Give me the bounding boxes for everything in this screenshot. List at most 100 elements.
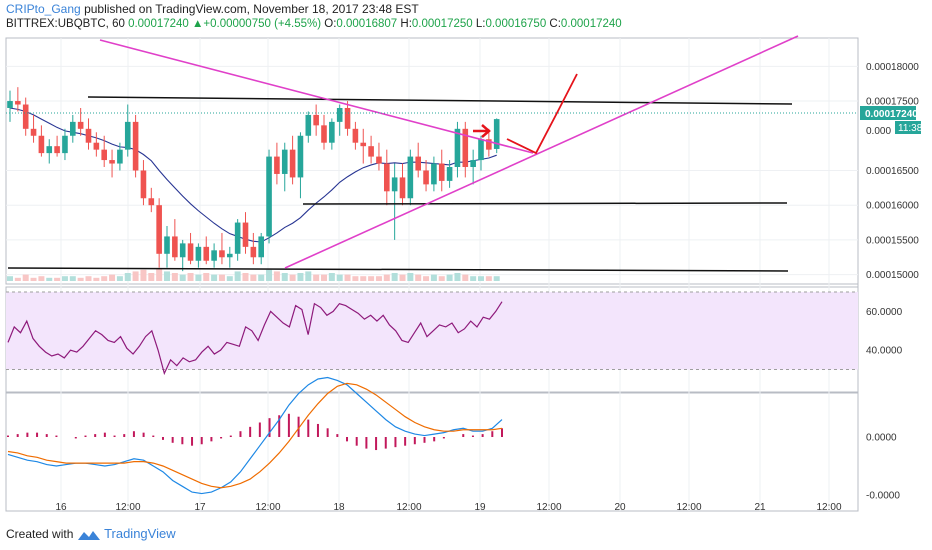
candle[interactable] [22, 104, 29, 129]
candle[interactable] [219, 250, 225, 258]
volume-bar [14, 277, 21, 281]
author-link[interactable]: CRIPto_Gang [6, 2, 81, 16]
volume-bar [462, 274, 469, 281]
price-pane[interactable] [5, 37, 859, 285]
candle[interactable] [384, 163, 390, 192]
volume-bar [140, 269, 147, 281]
tradingview-brand[interactable]: TradingView [104, 526, 176, 541]
candle[interactable] [70, 121, 76, 136]
candle[interactable] [399, 177, 406, 199]
candle[interactable] [140, 170, 147, 199]
candle[interactable] [454, 128, 461, 168]
candle[interactable] [195, 246, 202, 261]
candle[interactable] [211, 250, 217, 261]
candle[interactable] [423, 170, 429, 185]
time-tick-label: 18 [333, 502, 345, 513]
candle[interactable] [344, 107, 351, 129]
rsi-line [7, 301, 503, 376]
candle[interactable] [415, 156, 421, 171]
volume-bar [218, 274, 225, 281]
volume-bar [344, 274, 351, 281]
candle[interactable] [124, 121, 131, 150]
volume-bar [446, 274, 453, 281]
candle[interactable] [148, 198, 155, 206]
candle[interactable] [305, 114, 312, 136]
price-tick-label: 0.00018000 [866, 62, 919, 73]
candle[interactable] [297, 135, 304, 178]
candle[interactable] [227, 253, 233, 258]
candle[interactable] [187, 243, 194, 261]
time-tick-label: 20 [614, 502, 626, 513]
candle[interactable] [85, 128, 92, 143]
volume-bar [156, 268, 163, 281]
candle[interactable] [470, 160, 476, 168]
candle[interactable] [478, 139, 484, 161]
candle[interactable] [203, 246, 210, 261]
candle[interactable] [109, 160, 115, 164]
candles [7, 87, 500, 272]
macd-indicator [7, 376, 503, 495]
candle[interactable] [62, 135, 68, 154]
candle[interactable] [164, 236, 170, 254]
price-tags: 0.00017240 11:38 0.000 [6, 106, 923, 137]
macd-pane[interactable] [5, 392, 859, 512]
volume-bar [38, 276, 45, 281]
candle[interactable] [376, 156, 382, 164]
price-tick-label: 0.00017500 [866, 97, 919, 108]
high-value: 0.00017250 [411, 18, 473, 30]
volume-bar [171, 273, 178, 281]
candle[interactable] [352, 128, 359, 143]
time-tick-label: 12:00 [676, 502, 701, 513]
candle[interactable] [46, 146, 53, 154]
candle[interactable] [486, 139, 492, 150]
candle[interactable] [266, 156, 272, 237]
candle[interactable] [250, 246, 257, 258]
macd-line [7, 376, 503, 495]
candle[interactable] [77, 121, 84, 129]
candle[interactable] [234, 222, 241, 254]
candle[interactable] [242, 222, 249, 247]
candle[interactable] [360, 142, 367, 147]
candle[interactable] [289, 149, 296, 178]
candle[interactable] [446, 167, 453, 181]
candle[interactable] [407, 156, 414, 199]
candle[interactable] [179, 243, 186, 258]
candle[interactable] [274, 156, 280, 174]
candle[interactable] [30, 128, 37, 136]
candle[interactable] [93, 142, 100, 150]
candle[interactable] [101, 149, 107, 161]
candle[interactable] [7, 101, 13, 108]
volume-bar [430, 274, 437, 281]
change-value: +0.00000750 (+4.55%) [203, 18, 322, 30]
candle[interactable] [438, 163, 445, 181]
volume-bar [470, 276, 477, 281]
volume-bar [179, 274, 186, 281]
symbol-label: BITTREX:UBQBTC, 60 [6, 18, 125, 30]
candle[interactable] [336, 107, 343, 122]
candle[interactable] [15, 101, 21, 105]
candle[interactable] [391, 177, 398, 192]
volume-bar [116, 276, 123, 281]
candle[interactable] [493, 119, 500, 149]
candle[interactable] [321, 125, 327, 143]
volume-bar [493, 276, 500, 281]
candle[interactable] [281, 149, 288, 174]
candle[interactable] [329, 121, 335, 143]
candle[interactable] [431, 163, 437, 185]
candle[interactable] [258, 236, 264, 258]
candle[interactable] [54, 146, 60, 154]
time-tick-label: 17 [194, 502, 206, 513]
up-arrow-icon: ▲ [192, 18, 204, 30]
candle[interactable] [172, 236, 178, 258]
candle[interactable] [368, 146, 374, 157]
candle[interactable] [313, 114, 319, 126]
candle[interactable] [132, 121, 139, 171]
candle[interactable] [38, 135, 45, 154]
candle[interactable] [462, 128, 469, 168]
candle[interactable] [117, 149, 123, 164]
candle[interactable] [156, 205, 162, 254]
projection-arrow [506, 73, 578, 155]
low-label: L: [475, 18, 486, 30]
volume-bars [7, 268, 500, 281]
